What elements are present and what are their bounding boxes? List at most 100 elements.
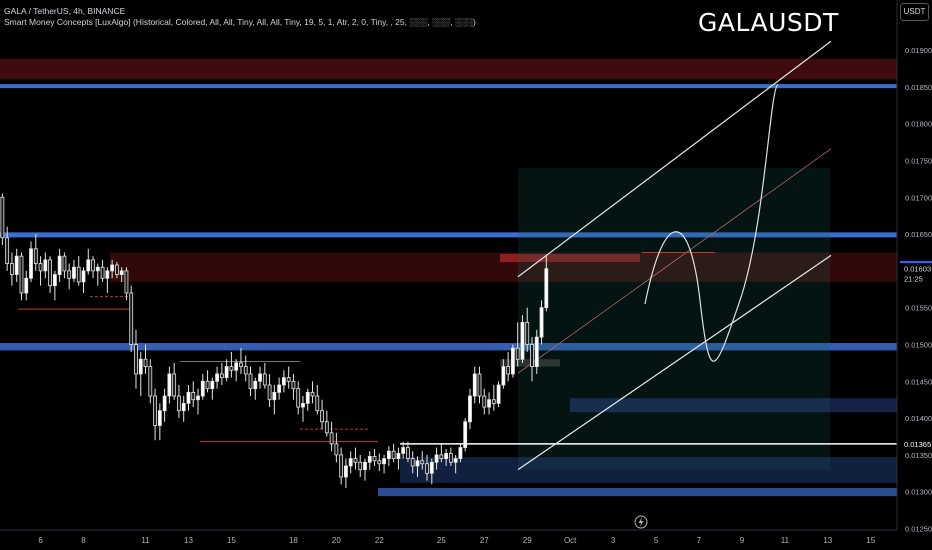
candle-body (277, 384, 282, 393)
candle (167, 366, 172, 404)
candle-body (534, 336, 539, 367)
candle-body (406, 447, 410, 459)
candle (129, 285, 134, 352)
candle (5, 226, 10, 271)
candle (258, 366, 262, 389)
candle-body (248, 373, 253, 390)
candle-body (38, 263, 43, 272)
candle-body (262, 373, 267, 386)
candle (0, 193, 5, 246)
candle-body (181, 402, 186, 412)
candle-body (243, 366, 248, 375)
indicator-legend[interactable]: Smart Money Concepts [LuxAlgo] (Historic… (4, 17, 476, 27)
candle (172, 362, 177, 400)
candle (200, 373, 205, 400)
candle-body (191, 391, 196, 401)
candle-body (76, 266, 81, 283)
candle-body (119, 270, 124, 275)
candle-body (410, 458, 415, 467)
candle-body (43, 259, 48, 272)
candle (19, 252, 24, 301)
candle (57, 248, 62, 282)
candle (138, 351, 143, 397)
drawings-layer (517, 40, 832, 471)
candle (539, 300, 544, 345)
price-tag-bg (900, 438, 932, 450)
price-tick-label: 0.01750 (905, 156, 932, 165)
candle-body (258, 373, 262, 382)
time-tick-label: 8 (81, 536, 86, 545)
candle-body (386, 450, 391, 459)
candle (420, 451, 425, 470)
currency-button[interactable]: USDT (900, 3, 929, 21)
candle (177, 384, 181, 419)
candle (67, 263, 72, 290)
candle (463, 418, 468, 452)
candle-body (520, 322, 525, 360)
candle (262, 362, 267, 389)
candle-body (501, 366, 506, 386)
candle-body (515, 347, 520, 360)
candle (119, 267, 124, 282)
candle-body (539, 307, 544, 338)
candle-body (425, 463, 429, 474)
candle (406, 441, 410, 463)
candle (33, 234, 38, 271)
time-tick-label: 3 (611, 536, 616, 545)
time-axis[interactable]: 6 8 11 13 15 18 20 22 25 27 29 Oct 3 5 7 9 11 13 15 (0, 515, 897, 545)
price-tick-label: 0.01900 (905, 46, 932, 55)
price-axis[interactable]: 0.01900 0.01850 0.01800 0.01750 0.01700 0.016… (896, 0, 932, 550)
candle-body (186, 391, 191, 404)
candle (434, 447, 439, 470)
candle (363, 458, 367, 481)
candle-body (511, 347, 515, 375)
candle-body (72, 266, 76, 279)
time-tick-label: 18 (289, 536, 298, 545)
candle-body (434, 454, 439, 463)
lightning-icon (634, 515, 648, 529)
candle-body (281, 377, 286, 386)
candle (205, 370, 210, 393)
candle (239, 348, 243, 374)
candle-body (29, 248, 33, 279)
candle-body (339, 454, 344, 478)
candle (148, 359, 153, 404)
candle (95, 263, 100, 286)
candle (477, 366, 482, 404)
candle-body (458, 447, 463, 459)
candle (186, 384, 191, 411)
candle-body (358, 461, 363, 471)
candle (38, 256, 43, 286)
candle-body (67, 270, 72, 279)
price-tick-label: 0.01800 (905, 120, 932, 129)
candle (10, 252, 14, 286)
candle (377, 453, 382, 472)
time-tick-label: 15 (866, 536, 875, 545)
time-tick-label: 13 (823, 536, 832, 545)
candle-body (95, 266, 100, 272)
candle-body (229, 366, 234, 371)
smc-zones-layer (0, 58, 897, 497)
candle (525, 307, 530, 352)
candle-body (0, 196, 5, 239)
price-tick-label: 0.01400 (905, 414, 932, 423)
candle (62, 252, 67, 279)
price-tick-label: 0.01300 (905, 488, 932, 497)
price-tag-bg (900, 272, 932, 284)
candle (281, 370, 286, 393)
candle (382, 454, 386, 474)
candle-body (472, 373, 477, 397)
price-tick-label: 0.01850 (905, 83, 932, 92)
neutral-block (500, 359, 560, 367)
candle-body (134, 344, 138, 375)
candle-body (463, 421, 468, 448)
candle-body (239, 362, 243, 367)
price-tick-label: 0.01500 (905, 341, 932, 350)
candle (339, 447, 344, 485)
candle (143, 344, 148, 374)
candle (305, 388, 310, 411)
candle-body (224, 366, 229, 379)
candle-body (334, 443, 339, 456)
candle-body (429, 461, 434, 474)
